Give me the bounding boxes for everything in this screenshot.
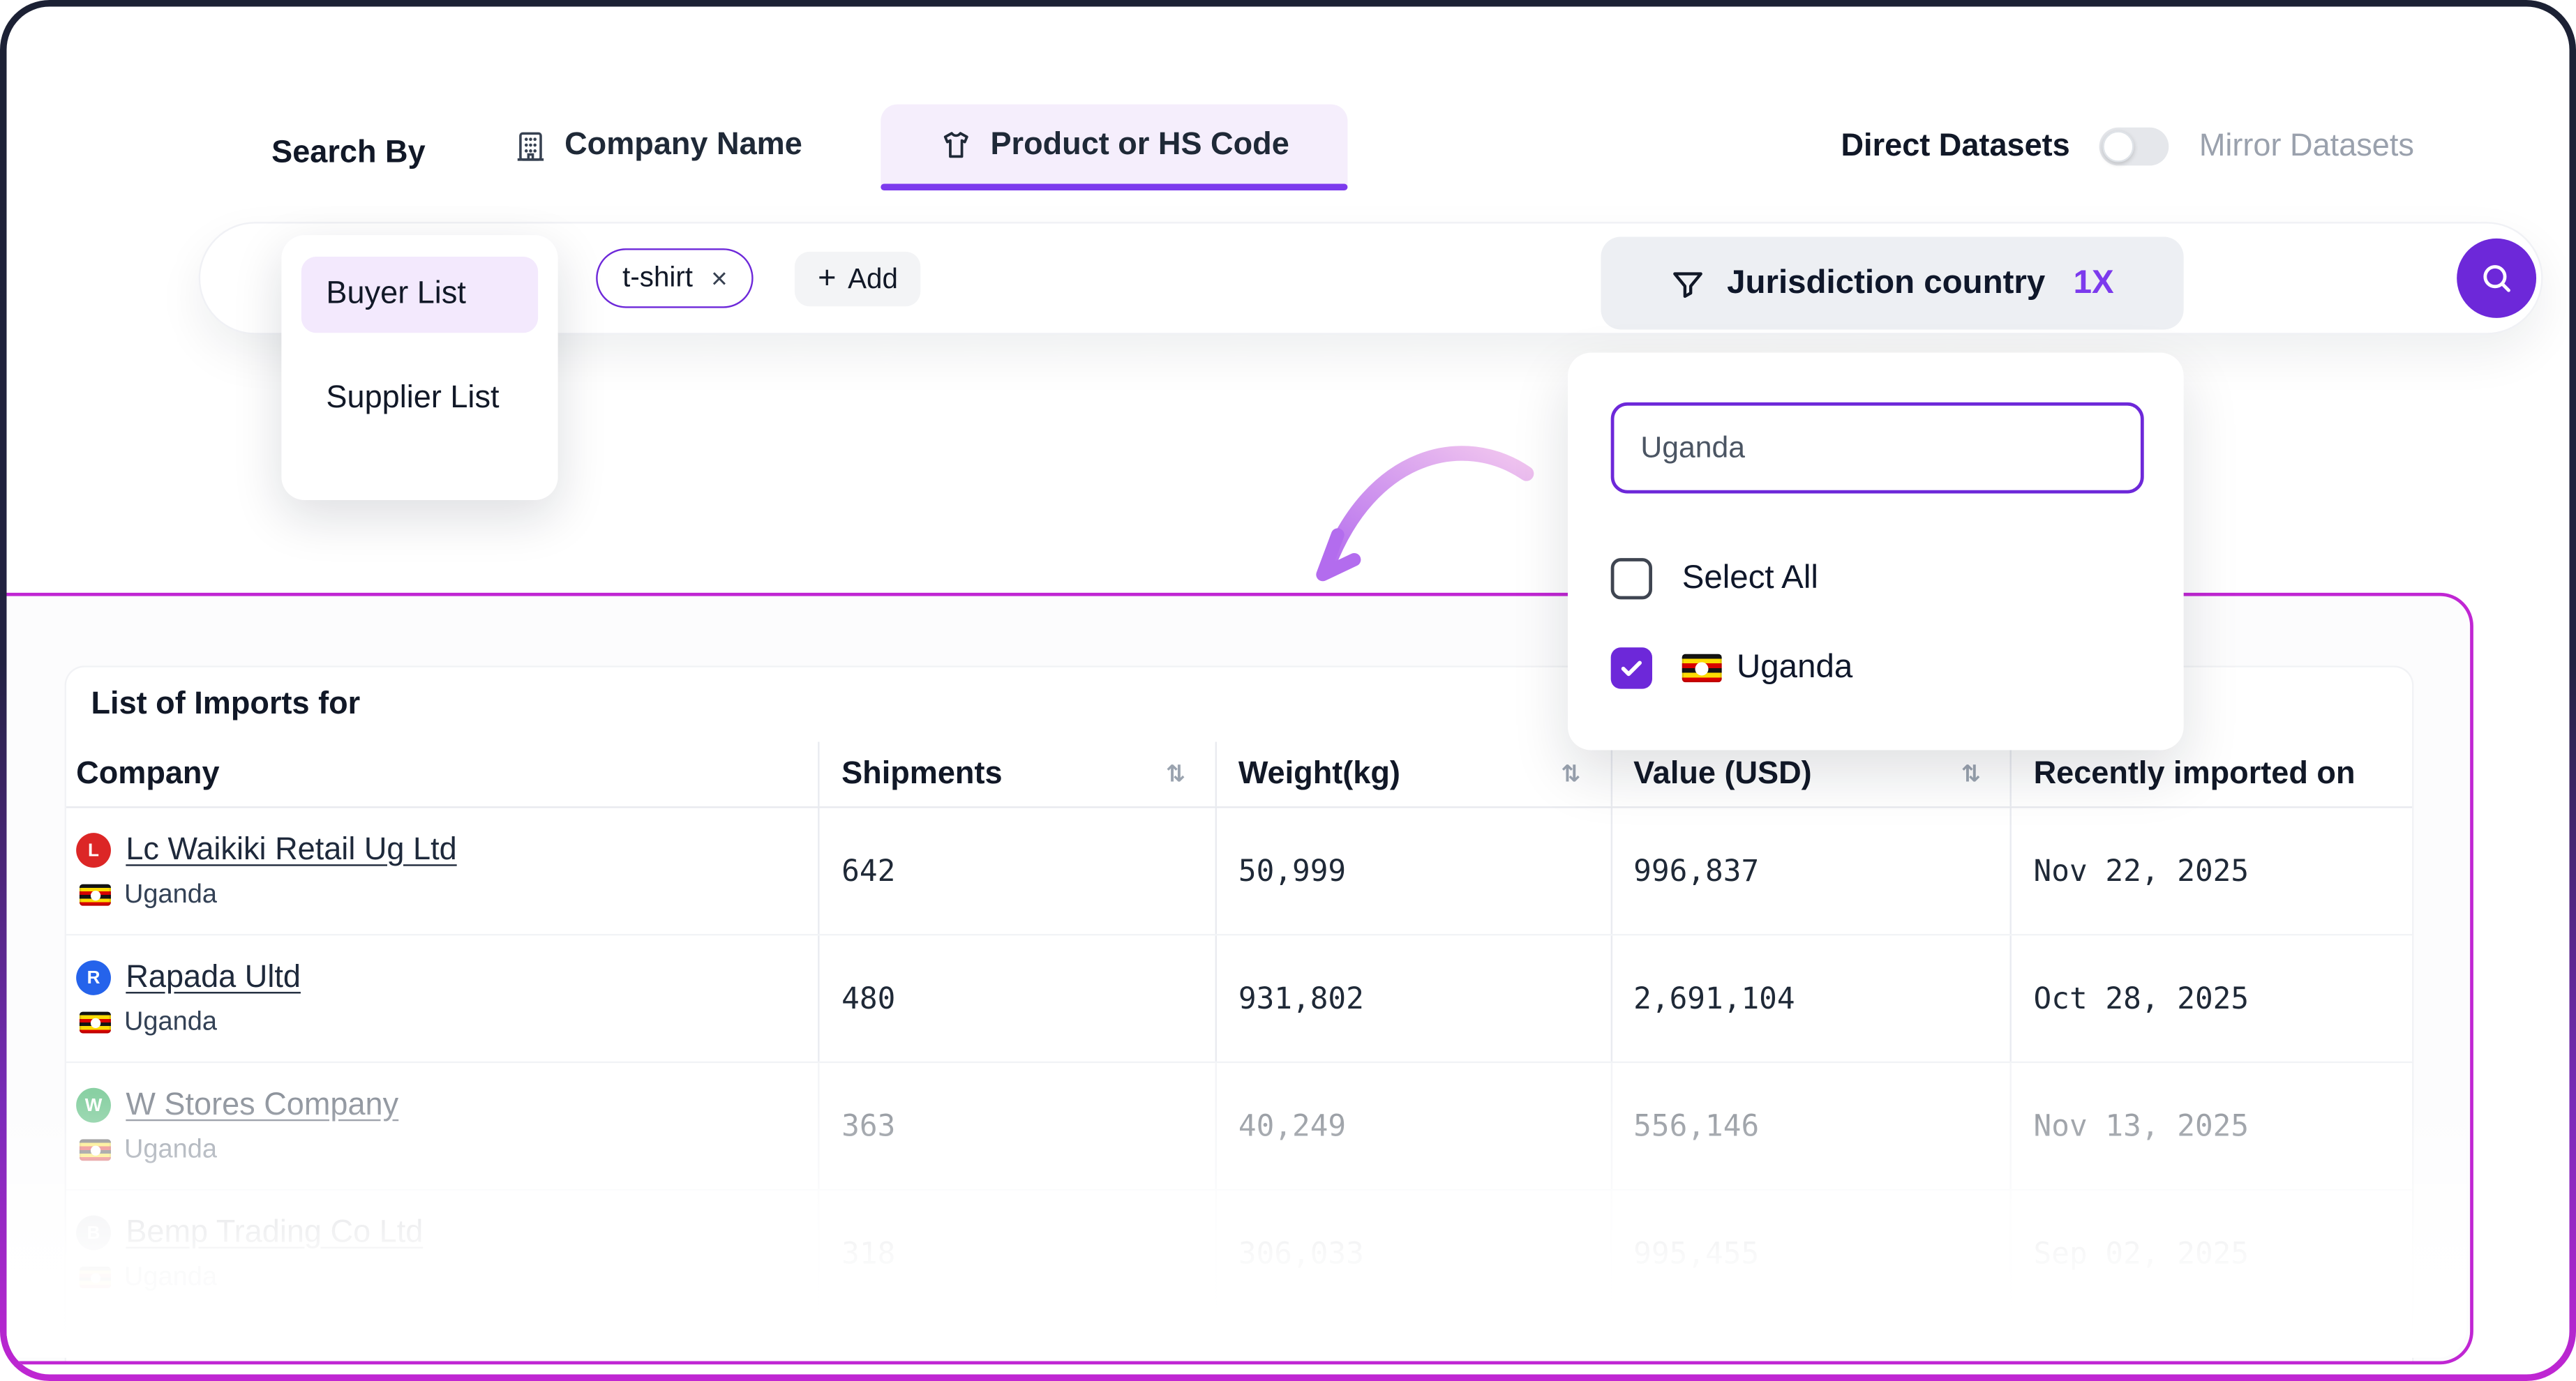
search-icon bbox=[2478, 260, 2515, 296]
imports-title: List of Imports for bbox=[91, 686, 361, 721]
recent-date: Oct 28, 2025 bbox=[2033, 981, 2249, 1016]
usd-value: 2,691,104 bbox=[1612, 935, 2012, 1062]
sort-icon[interactable]: ⇅ bbox=[1561, 760, 1581, 787]
page: Search By Company Name bbox=[6, 6, 2570, 1375]
company-country: Uganda bbox=[123, 880, 217, 909]
search-term-chip[interactable]: t-shirt × bbox=[596, 248, 754, 308]
country-search-input[interactable] bbox=[1610, 402, 2144, 494]
weight-value: 50,999 bbox=[1217, 808, 1612, 934]
col-value-label: Value (USD) bbox=[1633, 755, 1812, 791]
dropdown-item-buyer-list[interactable]: Buyer List bbox=[301, 256, 539, 333]
shipments-value: 642 bbox=[820, 808, 1218, 934]
company-link[interactable]: Lc Waikiki Retail Ug Ltd bbox=[126, 831, 457, 867]
select-all-label: Select All bbox=[1682, 559, 1818, 596]
weight-value: 40,249 bbox=[1217, 1063, 1612, 1189]
datasets-switcher: Direct Datasets Mirror Datasets bbox=[1841, 127, 2414, 166]
usd-value: 995,455 bbox=[1612, 1190, 2012, 1317]
direct-datasets-label: Direct Datasets bbox=[1841, 128, 2070, 163]
company-avatar: W bbox=[76, 1087, 111, 1123]
jurisdiction-country-panel: Select All Uganda bbox=[1567, 352, 2184, 750]
jurisdiction-filter-button[interactable]: Jurisdiction country 1X bbox=[1601, 236, 2184, 330]
sort-icon[interactable]: ⇅ bbox=[1961, 760, 1981, 787]
recent-date: Sep 02, 2025 bbox=[2033, 1236, 2249, 1271]
toggle-knob bbox=[2103, 130, 2135, 163]
col-weight[interactable]: Weight(kg) ⇅ bbox=[1217, 741, 1612, 807]
dropdown-item-supplier-list[interactable]: Supplier List bbox=[326, 381, 500, 416]
tab-product-hs-code[interactable]: Product or HS Code bbox=[881, 104, 1348, 186]
recent-date: Nov 22, 2025 bbox=[2033, 853, 2249, 889]
col-shipments[interactable]: Shipments ⇅ bbox=[820, 741, 1217, 807]
uganda-option-label: Uganda bbox=[1737, 649, 1853, 686]
tab-product-label: Product or HS Code bbox=[990, 126, 1289, 162]
weight-value: 931,802 bbox=[1217, 935, 1612, 1062]
curved-arrow-decoration bbox=[1278, 417, 1563, 619]
filter-count-badge: 1X bbox=[2073, 264, 2114, 301]
chip-label: t-shirt bbox=[622, 262, 693, 294]
col-weight-label: Weight(kg) bbox=[1238, 755, 1400, 791]
col-value[interactable]: Value (USD) ⇅ bbox=[1612, 741, 2012, 807]
table-row: R Rapada Ultd Uganda 480 931,802 2,691,1… bbox=[66, 935, 2413, 1064]
company-country: Uganda bbox=[123, 1262, 217, 1291]
filter-label: Jurisdiction country bbox=[1727, 264, 2046, 301]
country-option-uganda[interactable]: Uganda bbox=[1610, 647, 1853, 689]
col-recent: Recently imported on bbox=[2033, 755, 2356, 791]
uganda-flag-icon bbox=[79, 1011, 111, 1034]
search-by-label: Search By bbox=[271, 135, 426, 171]
company-link[interactable]: Bemp Trading Co Ltd bbox=[126, 1214, 424, 1250]
sort-icon[interactable]: ⇅ bbox=[1166, 760, 1185, 787]
table-row: B Bemp Trading Co Ltd Uganda 318 306,033… bbox=[66, 1190, 2413, 1318]
add-label: Add bbox=[848, 262, 898, 294]
uganda-flag-icon bbox=[1682, 654, 1722, 683]
tab-company-name[interactable]: Company Name bbox=[514, 128, 802, 164]
imports-list: List of Imports for Company Shipments ⇅ … bbox=[64, 665, 2414, 1361]
mirror-datasets-label[interactable]: Mirror Datasets bbox=[2199, 128, 2414, 163]
usd-value: 996,837 bbox=[1612, 808, 2012, 934]
chip-close-icon[interactable]: × bbox=[711, 262, 728, 294]
weight-value: 306,033 bbox=[1217, 1190, 1612, 1317]
company-link[interactable]: W Stores Company bbox=[126, 1087, 399, 1122]
table-row: L Lc Waikiki Retail Ug Ltd Uganda 642 50… bbox=[66, 808, 2413, 936]
shipments-value: 318 bbox=[820, 1190, 1218, 1317]
company-avatar: B bbox=[76, 1215, 111, 1251]
select-all-option[interactable]: Select All bbox=[1610, 558, 1818, 600]
datasets-toggle[interactable] bbox=[2099, 127, 2170, 166]
funnel-icon bbox=[1670, 266, 1705, 301]
active-tab-underline bbox=[881, 183, 1348, 191]
usd-value: 556,146 bbox=[1612, 1063, 2012, 1189]
search-button[interactable] bbox=[2457, 238, 2537, 318]
table-row: W W Stores Company Uganda 363 40,249 556… bbox=[66, 1063, 2413, 1191]
select-all-checkbox[interactable] bbox=[1610, 558, 1653, 600]
company-country: Uganda bbox=[123, 1135, 217, 1163]
recent-date: Nov 13, 2025 bbox=[2033, 1108, 2249, 1144]
table-header-row: Company Shipments ⇅ Weight(kg) ⇅ Value (… bbox=[66, 741, 2413, 808]
check-icon bbox=[1621, 661, 1642, 677]
plus-icon: + bbox=[818, 262, 837, 296]
col-company: Company bbox=[66, 741, 821, 807]
add-term-button[interactable]: + Add bbox=[794, 251, 922, 307]
tshirt-icon bbox=[939, 128, 974, 163]
company-avatar: L bbox=[76, 833, 111, 868]
company-link[interactable]: Rapada Ultd bbox=[126, 959, 301, 995]
uganda-flag-icon bbox=[79, 884, 111, 906]
shipments-value: 363 bbox=[820, 1063, 1218, 1189]
list-type-dropdown: Buyer List Supplier List bbox=[281, 235, 558, 500]
col-shipments-label: Shipments bbox=[841, 755, 1003, 791]
shipments-value: 480 bbox=[820, 935, 1218, 1062]
uganda-flag-icon bbox=[79, 1139, 111, 1161]
company-avatar: R bbox=[76, 960, 111, 995]
uganda-flag-icon bbox=[79, 1267, 111, 1289]
uganda-checkbox[interactable] bbox=[1610, 647, 1653, 689]
building-icon bbox=[514, 128, 548, 163]
company-country: Uganda bbox=[123, 1007, 217, 1036]
tab-company-label: Company Name bbox=[564, 127, 802, 163]
